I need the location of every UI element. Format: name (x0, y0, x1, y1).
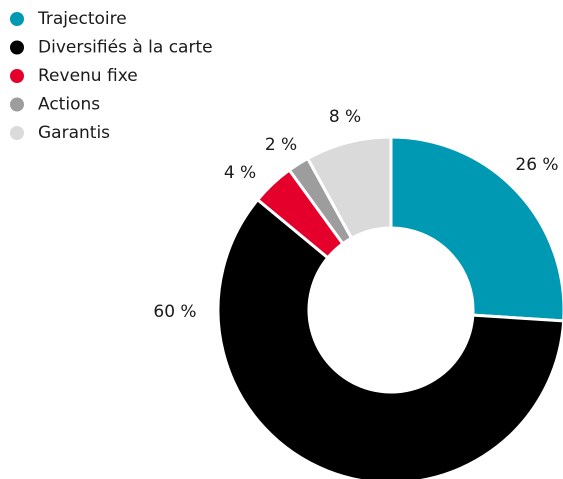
slice (306, 135, 393, 240)
data-label: 4 % (224, 163, 256, 183)
slice (389, 135, 563, 323)
legend-swatch (10, 12, 24, 26)
data-label: 26 % (515, 155, 558, 175)
legend-swatch (10, 69, 24, 83)
legend-swatch (10, 97, 24, 112)
legend-label: Garantis (38, 123, 110, 143)
legend-label: Actions (38, 95, 100, 115)
legend-swatch (10, 126, 24, 140)
legend-label: Trajectoire (37, 9, 127, 29)
data-label: 2 % (265, 135, 297, 155)
legend-label: Diversifiés à la carte (38, 38, 213, 58)
legend-swatch (10, 40, 24, 55)
data-label: 8 % (329, 107, 361, 127)
data-label: 60 % (153, 302, 196, 322)
legend-label: Revenu fixe (38, 66, 138, 86)
slice (216, 198, 563, 479)
